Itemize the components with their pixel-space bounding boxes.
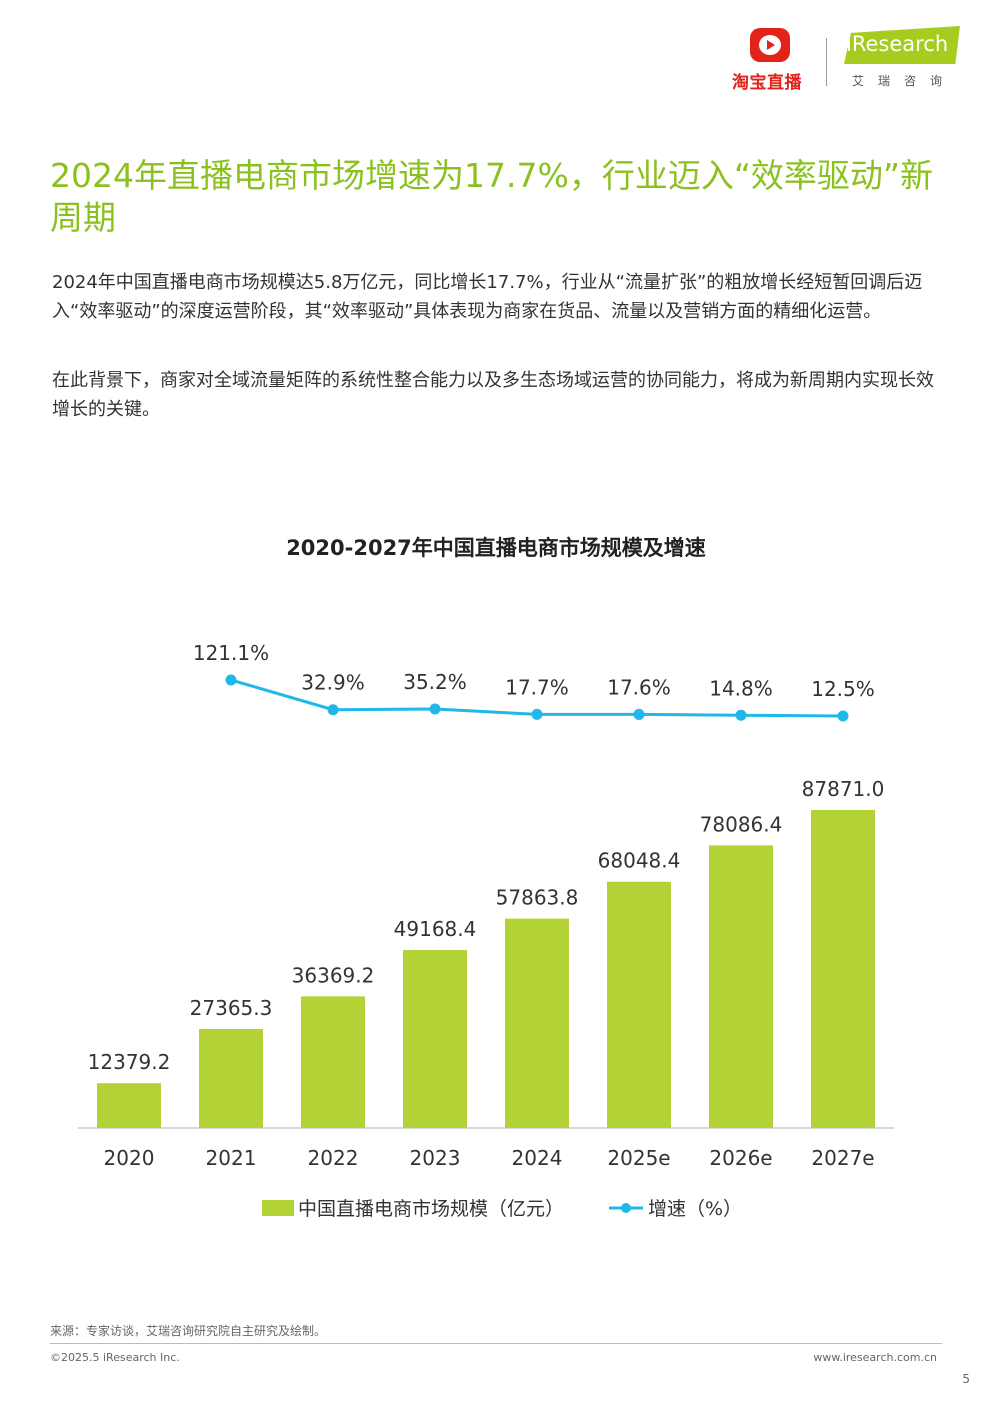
source-note: 来源：专家访谈，艾瑞咨询研究院自主研究及绘制。 [50,1324,327,1338]
bar-label-2023: 49168.4 [394,917,477,941]
page-number: 5 [962,1372,970,1386]
x-tick-2025e: 2025e [607,1146,670,1170]
play-icon [750,28,790,62]
x-tick-2026e: 2026e [709,1146,772,1170]
bar-2022 [301,996,365,1128]
taobao-live-logo[interactable]: 淘宝直播 [732,28,812,93]
legend-bar-swatch [262,1200,294,1216]
growth-label-2027e: 12.5% [811,677,875,701]
growth-label-2024: 17.7% [505,675,569,699]
bar-2020 [97,1083,161,1128]
bar-label-2022: 36369.2 [292,963,375,987]
footer-divider [50,1343,942,1344]
bar-2026e [709,845,773,1128]
chart-title: 2020-2027年中国直播电商市场规模及增速 [286,536,706,560]
context-paragraph: 在此背景下，商家对全域流量矩阵的系统性整合能力以及多生态场域运营的协同能力，将成… [52,370,934,420]
legend-line-label: 增速（%） [648,1198,742,1220]
bar-label-2027e: 87871.0 [802,777,885,801]
growth-point-2024 [531,708,543,720]
iresearch-logo-text: iResearch [846,32,949,56]
bar-label-2025e: 68048.4 [598,849,681,873]
bar-2025e [607,881,671,1128]
copyright-text: ©2025.5 iResearch Inc. [50,1351,180,1364]
header-logos: 淘宝直播 iResearch 艾瑞咨询 [732,24,962,94]
bar-2027e [811,810,875,1128]
legend-bar-label: 中国直播电商市场规模（亿元） [298,1198,564,1220]
bar-label-2020: 12379.2 [88,1050,171,1074]
intro-paragraph: 2024年中国直播电商市场规模达5.8万亿元，同比增长17.7%，行业从“流量扩… [52,272,923,322]
x-tick-2020: 2020 [104,1146,155,1170]
growth-point-2021 [225,674,237,686]
bar-2021 [199,1028,263,1128]
growth-label-2025e: 17.6% [607,675,671,699]
growth-label-2022: 32.9% [301,671,365,695]
iresearch-badge [844,26,960,64]
growth-point-2026e [735,709,747,721]
legend-line-marker [621,1203,631,1213]
bar-label-2024: 57863.8 [496,886,579,910]
x-tick-2024: 2024 [512,1146,563,1170]
growth-point-2025e [633,708,645,720]
page-title: 2024年直播电商市场增速为17.7%，行业迈入“效率驱动”新周期 [50,156,934,237]
bar-label-2021: 27365.3 [190,996,273,1020]
x-tick-2027e: 2027e [811,1146,874,1170]
x-tick-2021: 2021 [206,1146,257,1170]
growth-label-2021: 121.1% [193,641,269,665]
growth-point-2023 [429,703,441,715]
market-size-chart: 12379.2 2020 27365.3 2021 36369.2 2022 49168.4… [78,641,894,1220]
growth-label-2023: 35.2% [403,670,467,694]
iresearch-chinese-name: 艾瑞咨询 [852,74,957,88]
x-tick-2023: 2023 [410,1146,461,1170]
growth-point-2022 [327,704,339,716]
growth-label-2026e: 14.8% [709,676,773,700]
iresearch-logo[interactable]: iResearch 艾瑞咨询 [842,26,962,92]
taobao-live-text: 淘宝直播 [732,73,802,93]
logo-divider [826,38,827,86]
bar-2024 [505,918,569,1128]
x-tick-2022: 2022 [308,1146,359,1170]
website-link[interactable]: www.iresearch.com.cn [813,1351,937,1364]
bar-label-2026e: 78086.4 [700,812,783,836]
growth-point-2027e [837,710,849,722]
bar-2023 [403,950,467,1128]
